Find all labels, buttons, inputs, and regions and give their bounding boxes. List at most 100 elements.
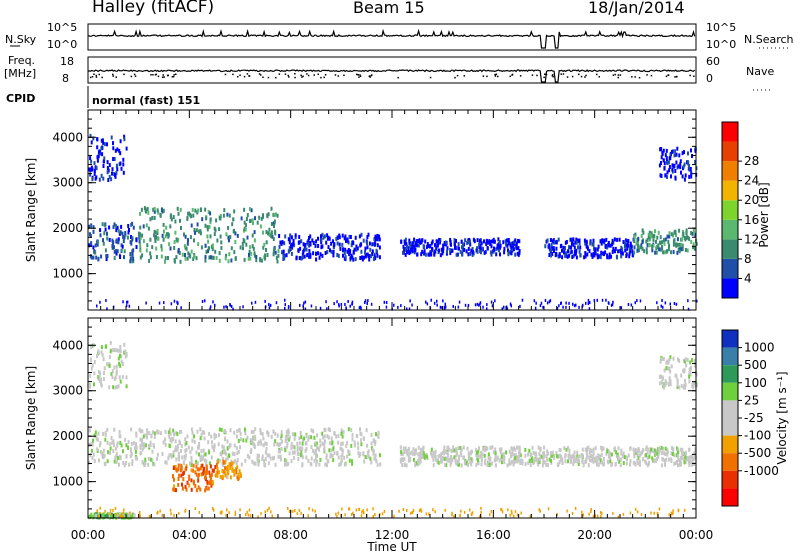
range-cell [118,361,121,366]
range-cell [661,451,663,456]
range-cell [368,241,371,246]
range-cell [131,259,134,264]
range-cell [500,447,503,452]
nave-dot [614,73,616,76]
range-cell [555,451,558,456]
range-cell [116,456,119,460]
cpid-label: CPID [6,92,35,105]
range-cell [207,440,210,445]
range-cell [656,235,659,240]
range-cell [533,299,536,303]
range-cell [573,245,576,250]
range-cell [562,305,564,309]
range-cell [145,433,148,438]
range-cell [162,237,165,242]
range-cell [282,257,285,261]
range-cell [537,445,540,450]
range-cell [694,363,697,368]
range-cell [122,460,125,465]
range-cell [109,441,112,446]
range-cell [434,449,437,454]
range-cell [188,483,191,488]
range-cell [169,213,172,218]
range-cell [336,515,338,519]
range-cell [639,299,642,303]
range-cell [482,305,484,309]
range-cell [279,240,282,245]
range-cell [88,460,90,465]
range-cell [686,235,689,240]
range-cell [112,225,115,230]
range-cell [407,453,410,458]
range-cell [669,369,672,374]
range-cell [658,507,661,511]
range-cell [206,234,209,239]
range-cell [537,462,540,467]
range-cell [253,253,256,258]
range-cell [243,257,246,262]
range-cell [672,250,675,254]
nave-dot [369,76,371,78]
range-cell [690,148,692,153]
range-cell [433,301,436,305]
range-cell [212,300,214,304]
range-cell [499,245,502,250]
range-cell [233,430,236,435]
range-cell [351,300,354,304]
range-cell [372,449,375,454]
range-cell [611,303,614,307]
range-cell [113,245,115,250]
range-cell [691,454,694,459]
range-cell [507,508,509,512]
range-cell [505,242,508,247]
nave-dot [115,76,117,78]
range-cell [659,359,662,364]
range-cell [292,239,295,244]
range-cell [663,250,666,255]
range-cell [254,427,257,432]
range-cell [558,454,561,459]
range-cell [153,215,156,220]
range-cell [123,350,126,355]
range-cell [596,298,598,302]
range-cell [167,430,170,435]
range-cell [603,238,606,243]
range-cell [218,258,221,263]
range-cell [113,256,116,260]
range-cell [206,480,209,484]
range-cell [486,446,489,451]
range-cell [637,446,640,451]
range-cell [109,349,112,354]
range-cell [638,453,641,458]
range-cell [111,375,114,380]
range-cell [268,227,271,232]
range-cell [649,233,652,237]
range-cell [102,357,105,362]
range-cell [676,446,678,451]
range-cell [267,433,270,438]
range-cell [211,468,214,473]
range-cell [397,305,399,309]
range-cell [375,458,378,463]
range-cell [93,172,96,176]
range-cell [683,150,685,155]
range-cell [564,453,567,457]
range-cell [656,301,658,305]
range-cell [93,433,96,438]
range-cell [234,256,237,261]
range-cell [619,457,622,462]
range-cell [581,447,584,452]
range-cell [115,228,118,233]
range-cell [190,463,193,468]
range-cell [569,245,572,250]
range-cell [646,455,649,460]
range-cell [352,257,355,262]
range-cell [611,242,614,247]
range-cell [286,441,289,446]
range-cell [198,467,201,472]
range-cell [445,463,448,468]
range-cell [617,446,620,451]
range-cell [496,455,499,460]
nave-dot [162,74,164,76]
range-cell [276,259,279,264]
